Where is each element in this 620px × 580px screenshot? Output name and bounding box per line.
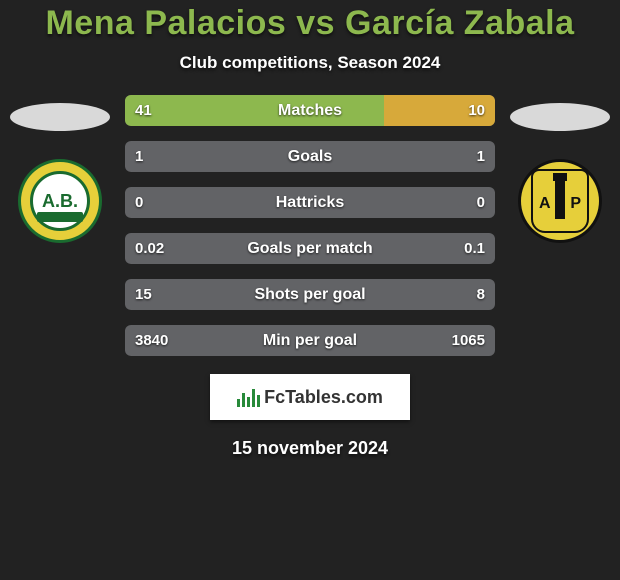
stat-label: Hattricks <box>125 194 495 212</box>
brand-label: FcTables.com <box>264 387 383 408</box>
stat-value-left: 0.02 <box>135 240 164 257</box>
stat-value-right: 0 <box>477 194 485 211</box>
stat-value-left: 3840 <box>135 332 168 349</box>
subtitle: Club competitions, Season 2024 <box>0 53 620 73</box>
stat-value-left: 1 <box>135 148 143 165</box>
date-label: 15 november 2024 <box>0 438 620 459</box>
stat-value-right: 10 <box>468 102 485 119</box>
right-badge-letter-a: A <box>539 195 551 213</box>
stat-value-left: 0 <box>135 194 143 211</box>
stat-label: Min per goal <box>125 332 495 350</box>
stat-label: Matches <box>125 102 495 120</box>
stat-label: Shots per goal <box>125 286 495 304</box>
stat-value-right: 0.1 <box>464 240 485 257</box>
stat-value-right: 1065 <box>452 332 485 349</box>
left-player-column: A.B. <box>0 95 120 244</box>
stats-container: 41 10Matches 1 1Goals 0 0Hattricks 0.02 0.1Goal… <box>120 95 500 356</box>
stat-value-left: 15 <box>135 286 152 303</box>
left-badge-label: A.B. <box>42 191 78 212</box>
right-player-ellipse <box>510 103 610 131</box>
stat-bar: 0 0Hattricks <box>125 187 495 218</box>
stat-label: Goals <box>125 148 495 166</box>
stat-bar: 3840 1065Min per goal <box>125 325 495 356</box>
page-title: Mena Palacios vs García Zabala <box>0 4 620 43</box>
stat-value-right: 1 <box>477 148 485 165</box>
stat-bar: 0.02 0.1Goals per match <box>125 233 495 264</box>
infographic-root: Mena Palacios vs García Zabala Club comp… <box>0 0 620 580</box>
brand-box: FcTables.com <box>210 374 410 420</box>
stat-bar: 15 8Shots per goal <box>125 279 495 310</box>
stat-bar: 1 1Goals <box>125 141 495 172</box>
left-player-ellipse <box>10 103 110 131</box>
left-club-badge: A.B. <box>10 159 110 244</box>
right-player-column: A P <box>500 95 620 244</box>
stat-value-left: 41 <box>135 102 152 119</box>
brand-bars-icon <box>237 387 260 407</box>
stat-value-right: 8 <box>477 286 485 303</box>
stat-label: Goals per match <box>125 240 495 258</box>
right-club-badge: A P <box>510 159 610 244</box>
right-badge-letter-p: P <box>570 195 581 213</box>
stat-bar: 41 10Matches <box>125 95 495 126</box>
comparison-row: A.B. 4110Matches11Goals00Hattricks0.020.… <box>0 95 620 356</box>
